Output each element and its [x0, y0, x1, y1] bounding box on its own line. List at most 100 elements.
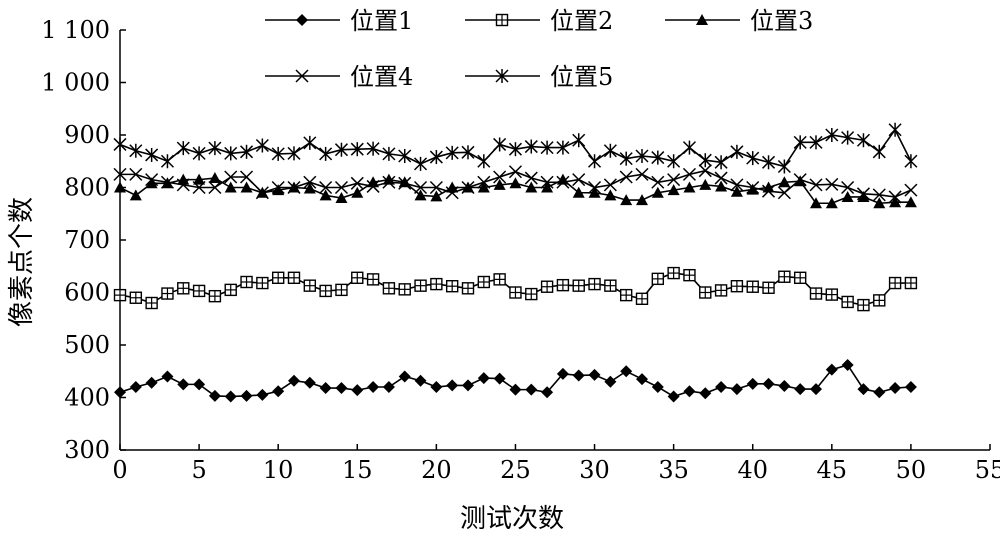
data-point: [698, 164, 712, 178]
data-point: [603, 178, 617, 192]
data-point: [778, 176, 791, 188]
data-point: [462, 379, 474, 392]
data-point: [762, 281, 775, 294]
data-point: [556, 367, 569, 380]
point-stroke: [714, 171, 728, 185]
data-point: [224, 283, 237, 297]
data-point: [715, 180, 728, 192]
data-point: [256, 388, 269, 401]
data-point: [319, 189, 332, 201]
data-point: [667, 390, 680, 403]
y-tick-label: 500: [64, 331, 110, 359]
data-point: [730, 185, 743, 197]
data-point: [541, 386, 554, 399]
data-point: [904, 381, 917, 393]
legend-item-4: 位置4: [265, 63, 413, 91]
series-4: [113, 164, 918, 204]
data-point: [636, 194, 648, 206]
data-point: [398, 283, 411, 296]
data-point: [461, 282, 475, 295]
y-tick-label: 900: [64, 121, 110, 149]
data-point: [825, 177, 839, 191]
data-point: [288, 374, 300, 387]
data-point: [414, 374, 427, 387]
data-point: [493, 273, 506, 286]
data-point: [398, 176, 412, 190]
data-point: [635, 167, 649, 181]
data-point: [588, 154, 602, 169]
data-point: [319, 284, 332, 298]
data-point: [888, 276, 902, 290]
point-stroke: [295, 69, 309, 83]
data-point: [224, 170, 238, 184]
data-point: [129, 189, 142, 201]
data-point: [495, 69, 509, 83]
point-stroke: [461, 180, 475, 195]
data-point: [778, 379, 791, 392]
point-stroke: [762, 184, 776, 198]
legend-item-2: 位置2: [465, 7, 613, 35]
data-point: [256, 276, 269, 290]
point-stroke: [445, 186, 459, 200]
data-point: [556, 175, 570, 189]
data-point: [794, 383, 807, 396]
data-point: [208, 180, 222, 195]
point-stroke: [682, 167, 696, 181]
point-stroke: [888, 190, 902, 204]
point-stroke: [129, 167, 143, 181]
data-point: [208, 289, 222, 303]
data-point: [777, 186, 791, 200]
data-point: [809, 287, 823, 300]
data-point: [303, 175, 317, 189]
data-point: [856, 187, 870, 201]
data-point: [698, 153, 712, 168]
data-point: [113, 137, 127, 152]
data-point: [809, 178, 823, 192]
data-point: [272, 385, 285, 398]
point-stroke: [255, 186, 269, 200]
point-stroke: [334, 180, 348, 195]
point-stroke: [856, 187, 870, 201]
data-point: [888, 190, 902, 204]
data-point: [667, 266, 680, 280]
legend: 位置1 位置2 位置3 位置4 位置5: [265, 7, 813, 91]
data-point: [192, 180, 206, 195]
data-point: [730, 280, 744, 293]
data-point: [873, 294, 886, 307]
data-point: [525, 383, 538, 396]
data-point: [382, 175, 396, 189]
data-point: [319, 146, 333, 161]
data-point: [857, 383, 870, 396]
point-stroke: [777, 186, 791, 200]
data-point: [714, 284, 728, 297]
data-point: [667, 173, 681, 187]
x-tick-label: 20: [421, 456, 452, 484]
data-point: [461, 145, 475, 160]
point-stroke: [319, 180, 333, 195]
x-tick-label: 0: [112, 456, 127, 484]
data-point: [366, 273, 380, 286]
data-point: [193, 173, 206, 185]
data-point: [429, 180, 443, 195]
data-point: [445, 145, 459, 160]
data-point: [746, 183, 759, 195]
legend-label: 位置1: [350, 7, 413, 35]
point-stroke: [271, 180, 285, 195]
point-stroke: [350, 176, 364, 190]
data-point: [192, 146, 206, 161]
data-point: [129, 167, 143, 181]
data-point: [825, 197, 838, 209]
data-point: [477, 275, 491, 289]
x-tick-label: 25: [500, 456, 531, 484]
data-point: [651, 175, 665, 189]
point-stroke: [113, 167, 127, 181]
data-point: [683, 181, 696, 193]
y-axis-title: 像素点个数: [7, 197, 37, 327]
data-point: [303, 376, 316, 389]
data-point: [730, 144, 744, 159]
data-point: [619, 151, 633, 166]
data-point: [572, 186, 585, 198]
data-point: [541, 181, 554, 193]
legend-label: 位置5: [550, 63, 613, 91]
data-point: [809, 135, 823, 150]
